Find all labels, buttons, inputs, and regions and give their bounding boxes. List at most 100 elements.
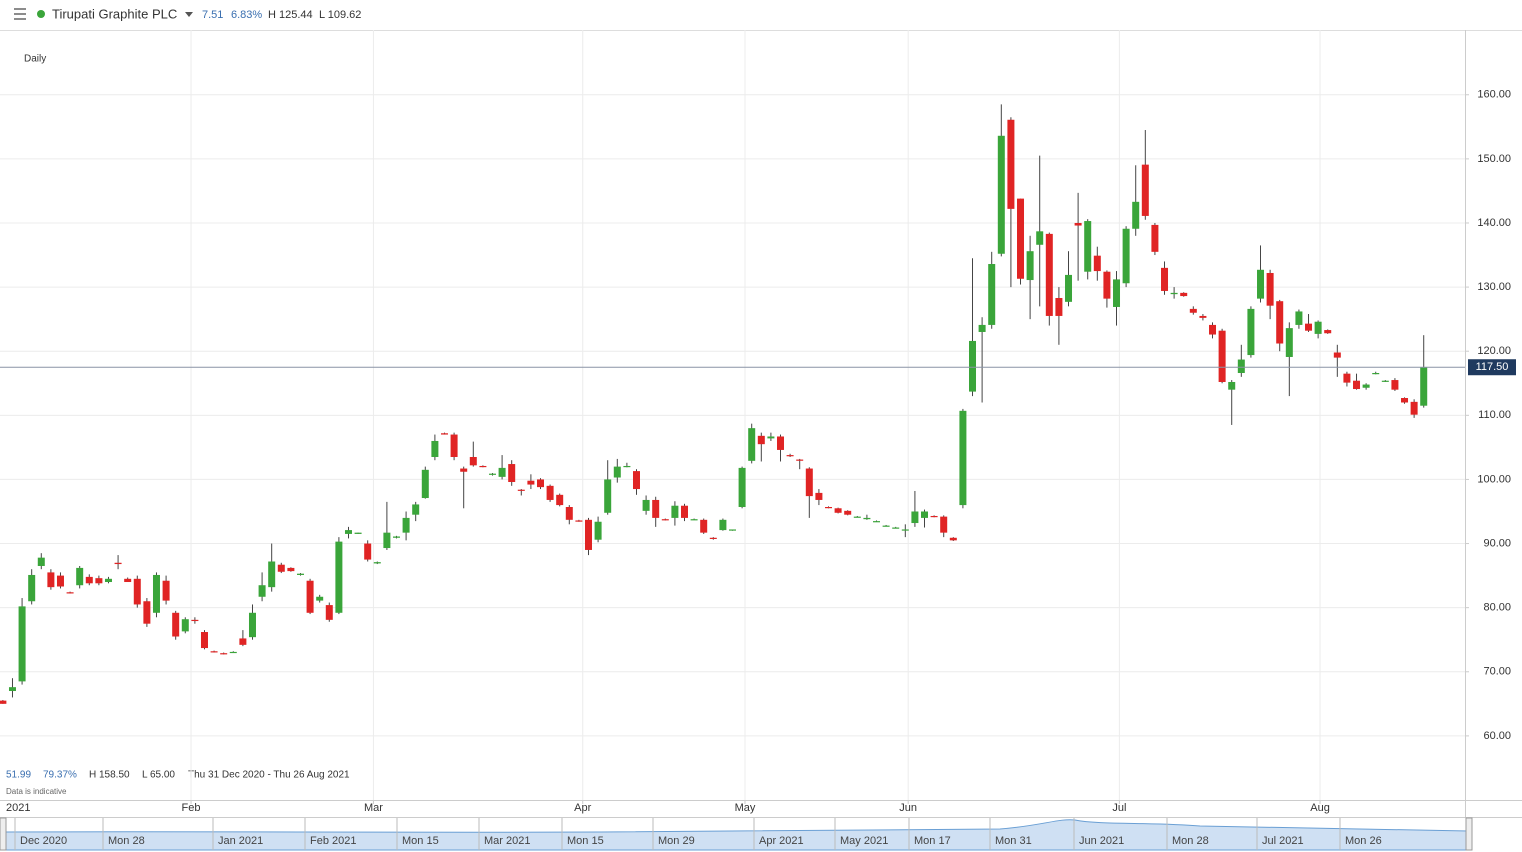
candle-body [0,700,7,704]
dropdown-arrow[interactable] [185,12,193,17]
candle-body [757,435,765,445]
candle-body [604,479,612,513]
candle-body [825,507,833,509]
candle-body [594,521,602,540]
candle-body [181,619,189,632]
candle-body [680,505,688,518]
candle-body [354,532,362,534]
candle-body [76,567,84,586]
candle-body [440,433,448,435]
candle-body [191,619,199,622]
y-tick-label: 120.00 [1477,345,1511,357]
candle-body [8,687,16,692]
navigator-area [0,819,1469,851]
x-tick-label: Jun [899,802,917,814]
candle-body [1074,222,1082,226]
candle-body [1247,308,1255,356]
candle-body [469,456,477,466]
x-tick-label: Feb [182,802,201,814]
navigator-label: Jul 2021 [1262,835,1304,847]
candle-body [1276,301,1284,344]
candle-body [940,516,948,533]
navigator-label: Mon 29 [658,835,695,847]
candle-body [1084,221,1092,272]
candle-body [632,471,640,490]
candle-body [969,340,977,392]
navigator-handle[interactable] [0,817,7,851]
data-note: Data is indicative [6,787,67,796]
candle-body [575,520,583,522]
navigator-label: Feb 2021 [310,835,356,847]
candle-body [1324,330,1332,334]
candle-body [738,467,746,508]
header-high: H 125.44 [268,9,313,21]
instrument-title[interactable]: Tirupati Graphite PLC [52,6,177,21]
candle-body [133,578,141,605]
y-tick-label: 140.00 [1477,217,1511,229]
navigator-label: Mon 28 [1172,835,1209,847]
candle-body [277,564,285,572]
y-tick-label: 70.00 [1483,666,1511,678]
candle-body [997,135,1005,254]
candle-body [1372,373,1380,375]
candle-body [536,479,544,488]
candle-body [1036,231,1044,245]
candle-body [623,465,631,468]
candle-body [930,515,938,518]
candle-body [412,504,420,515]
candle-body [1113,279,1121,307]
candle-body [1420,367,1428,406]
candle-body [1189,308,1197,313]
candle-body [143,601,151,624]
candle-body [152,574,160,613]
menu-icon[interactable] [14,8,26,20]
candle-body [1285,328,1293,357]
candle-body [383,532,391,549]
candle-body [1055,297,1063,316]
candle-body [296,573,304,575]
candle-body [248,612,256,638]
candle-body [373,562,381,564]
candle-body [1410,401,1418,415]
candle-body [47,572,55,588]
candle-body [56,575,64,587]
summary-range: Thu 31 Dec 2020 - Thu 26 Aug 2021 [188,770,350,781]
candle-body [306,580,314,613]
candle-body [1045,233,1053,316]
x-tick-label: Apr [574,802,591,814]
candle-body [28,574,36,602]
navigator-label: Mon 15 [567,835,604,847]
candle-body [777,436,785,450]
candle-body [104,578,112,583]
price-label-box [1468,359,1516,376]
candle-body [748,428,756,461]
candle-body [66,592,74,594]
candle-body [488,473,496,475]
y-tick-label: 80.00 [1483,602,1511,614]
candle-body [402,517,410,533]
candle-body [479,465,487,468]
y-tick-label: 90.00 [1483,537,1511,549]
candle-body [162,580,170,601]
candle-body [392,536,400,538]
candle-body [949,537,957,541]
candle-body [863,517,871,520]
candle-body [1314,321,1322,334]
x-tick-label: Mar [364,802,383,814]
candle-body [1170,292,1178,295]
candle-body [421,469,429,499]
candle-body [642,499,650,511]
navigator-label: Mar 2021 [484,835,530,847]
candle-body [124,578,132,583]
candle-body [834,508,842,513]
candle-body [1333,352,1341,358]
candle-body [844,510,852,515]
x-axis-year: 2021 [6,802,30,814]
candle-body [229,651,237,654]
navigator-label: Mon 26 [1345,835,1382,847]
candle-body [671,505,679,518]
candle-body [316,596,324,601]
candle-body [1199,315,1207,318]
candle-body [172,612,180,637]
navigator-handle[interactable] [1465,817,1473,851]
